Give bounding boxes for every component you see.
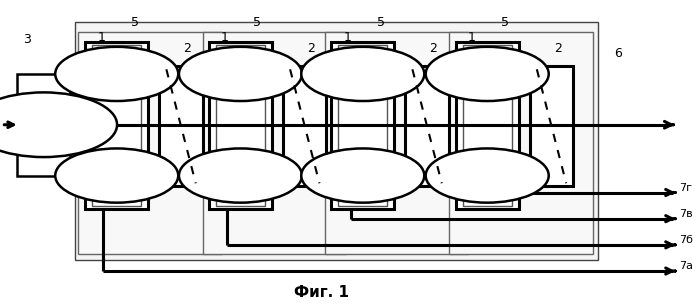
- Bar: [159, 66, 203, 186]
- Bar: [78, 32, 222, 254]
- Text: 2: 2: [183, 43, 192, 55]
- Circle shape: [301, 148, 424, 203]
- Bar: [325, 32, 468, 254]
- Text: 1: 1: [468, 31, 476, 44]
- Circle shape: [179, 148, 302, 203]
- Text: 5: 5: [253, 16, 261, 29]
- Bar: [17, 74, 70, 176]
- Bar: [456, 42, 519, 209]
- Text: 5: 5: [500, 16, 509, 29]
- Text: 2: 2: [429, 43, 438, 55]
- Bar: [405, 66, 449, 186]
- Bar: [75, 22, 598, 260]
- Circle shape: [301, 47, 424, 101]
- Circle shape: [426, 148, 549, 203]
- Text: 1: 1: [343, 31, 352, 44]
- Text: 7г: 7г: [679, 183, 692, 193]
- Text: Фиг. 1: Фиг. 1: [294, 285, 349, 300]
- Bar: [283, 66, 326, 186]
- Text: 6: 6: [614, 47, 621, 60]
- Bar: [203, 32, 346, 254]
- Text: 5: 5: [131, 16, 139, 29]
- Text: 7а: 7а: [679, 261, 693, 271]
- Bar: [530, 66, 573, 186]
- Bar: [331, 42, 394, 209]
- Text: 7б: 7б: [679, 235, 693, 245]
- Bar: [216, 45, 265, 206]
- Bar: [92, 45, 141, 206]
- Bar: [338, 45, 387, 206]
- Bar: [85, 42, 148, 209]
- Circle shape: [0, 92, 117, 157]
- Text: 5: 5: [377, 16, 385, 29]
- Text: 1: 1: [221, 31, 229, 44]
- Circle shape: [426, 47, 549, 101]
- Text: 2: 2: [307, 43, 315, 55]
- Circle shape: [55, 148, 178, 203]
- Circle shape: [55, 47, 178, 101]
- Text: 1: 1: [97, 31, 106, 44]
- Text: 3: 3: [22, 33, 31, 46]
- Text: 2: 2: [554, 43, 562, 55]
- Bar: [209, 42, 272, 209]
- Text: 7в: 7в: [679, 209, 692, 219]
- Bar: [463, 45, 512, 206]
- Bar: [449, 32, 593, 254]
- Circle shape: [179, 47, 302, 101]
